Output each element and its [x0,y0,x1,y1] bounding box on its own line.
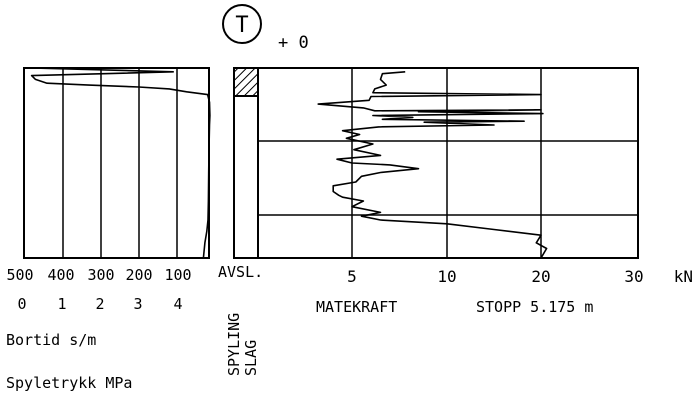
tick-label: 400 [47,266,74,284]
bortid-curve [30,67,211,259]
left-panel [23,67,211,259]
tick-label: 500 [6,266,33,284]
tick-label: 300 [87,266,114,284]
matekraft-curve [317,71,548,259]
spyling-label: SPYLING [225,313,243,376]
t-symbol: T [222,4,262,44]
hatched-block [233,67,259,97]
tick-label: 100 [164,266,191,284]
tick-label: 30 [624,267,643,286]
right-panel [257,67,639,259]
tick-label: 10 [437,267,456,286]
offset-label: + 0 [278,33,309,53]
tick-label: 3 [133,295,142,313]
tick-label: 200 [125,266,152,284]
stopp-label: STOPP 5.175 m [476,298,593,316]
tick-label: 20 [531,267,550,286]
avsl-label: AVSL. [218,263,263,281]
spyletrykk-ticks: 0 1 2 3 4 [17,295,182,313]
matekraft-ticks: 5 10 20 30 kN [347,267,693,286]
bortid-ticks: 500 400 300 200 100 [6,266,191,284]
matekraft-label: MATEKRAFT [316,298,397,316]
tick-label: 4 [173,295,182,313]
unit-label: kN [674,267,693,286]
bortid-axis-label: Bortid s/m [6,331,96,349]
slag-label: SLAG [242,340,260,376]
tick-label: 1 [57,295,66,313]
avsl-column [233,67,259,259]
tick-label: 5 [347,267,357,286]
t-symbol-letter: T [235,13,248,38]
tick-label: 2 [95,295,104,313]
tick-label: 0 [17,295,26,313]
spyletrykk-axis-label: Spyletrykk MPa [6,374,132,392]
